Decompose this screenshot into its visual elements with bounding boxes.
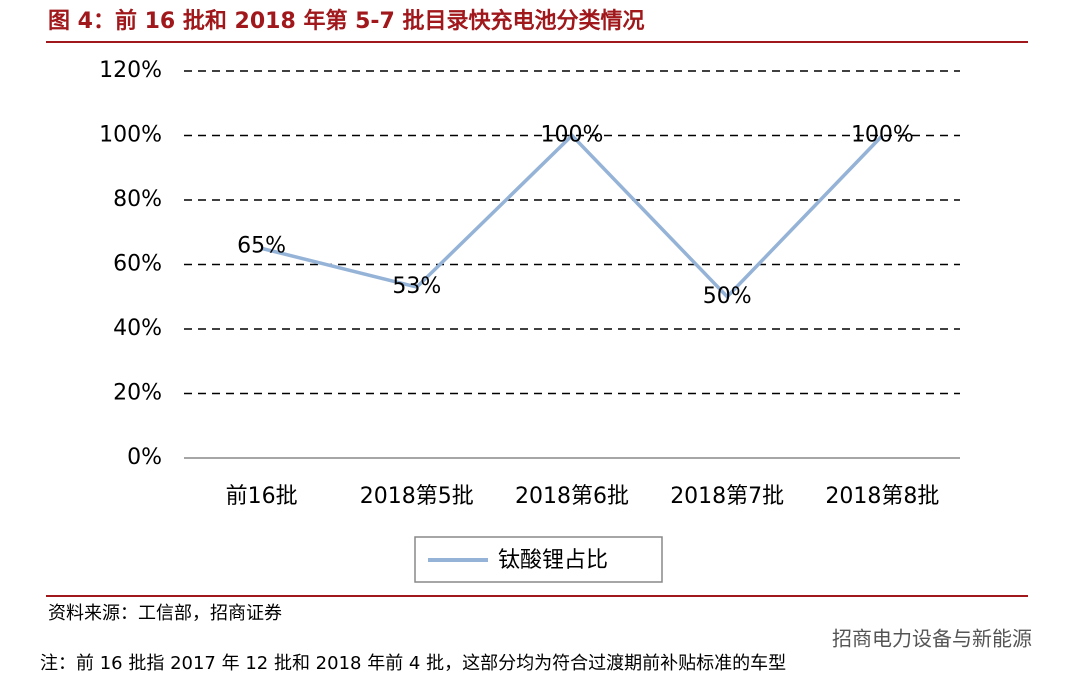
y-tick-label: 0% <box>127 445 162 470</box>
y-tick-label: 120% <box>99 58 162 83</box>
data-label: 50% <box>703 284 752 309</box>
watermark: 招商电力设备与新能源 <box>832 627 1032 651</box>
legend-box <box>414 536 663 583</box>
data-label: 65% <box>237 233 286 258</box>
source: 资料来源：工信部，招商证券 <box>48 603 282 624</box>
x-tick-label: 2018第6批 <box>515 484 629 509</box>
x-tick-label: 前16批 <box>226 484 298 509</box>
data-label: 100% <box>541 123 604 148</box>
y-tick-label: 60% <box>113 252 162 277</box>
data-label: 53% <box>392 274 441 299</box>
data-label: 100% <box>851 123 914 148</box>
chart-title: 图 4：前 16 批和 2018 年第 5-7 批目录快充电池分类情况 <box>48 8 645 34</box>
legend-label: 钛酸锂占比 <box>498 548 608 573</box>
note: 注：前 16 批指 2017 年 12 批和 2018 年前 4 批，这部分均为… <box>40 653 786 674</box>
y-tick-label: 40% <box>113 316 162 341</box>
y-tick-label: 20% <box>113 381 162 406</box>
x-tick-label: 2018第5批 <box>360 484 474 509</box>
x-tick-label: 2018第7批 <box>670 484 784 509</box>
x-tick-label: 2018第8批 <box>825 484 939 509</box>
y-tick-label: 80% <box>113 187 162 212</box>
series-line <box>261 133 884 300</box>
y-tick-label: 100% <box>99 123 162 148</box>
